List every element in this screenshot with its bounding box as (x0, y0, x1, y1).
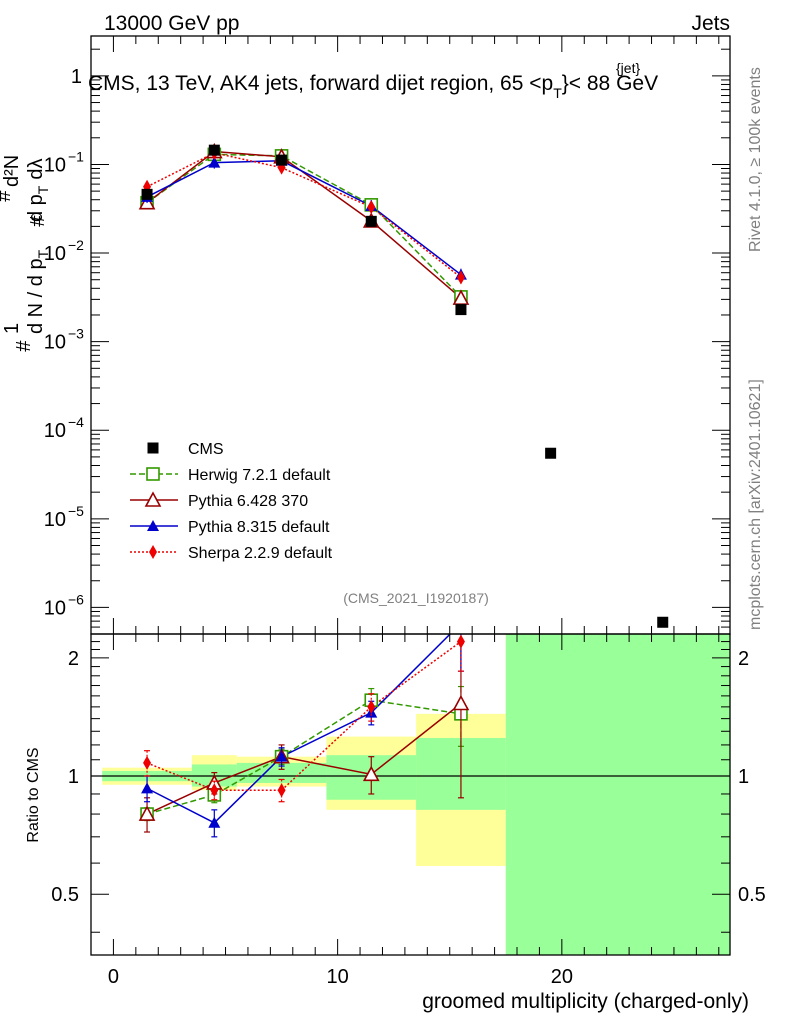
band-green-5 (505, 634, 730, 955)
legend-label-cms: CMS (188, 441, 224, 458)
upper-y-tick-label-0: 10 (44, 597, 66, 619)
x-tick-label-1: 10 (327, 966, 349, 988)
legend-marker-1 (144, 491, 162, 507)
ratio-point-2-1 (208, 816, 221, 828)
ratio-point-2-0 (141, 782, 154, 794)
ratio-point-3-4 (456, 634, 465, 649)
analysis-id-label: (CMS_2021_I1920187) (343, 590, 489, 606)
x-tick-label-0: 0 (108, 966, 119, 988)
lower-frame (90, 633, 731, 956)
upper-y-tick-label-5: 10 (44, 154, 66, 176)
upper-y-tick-label-2: 10 (44, 420, 66, 442)
ratio-point-1-0 (138, 805, 156, 821)
y-axis-label-upper: # 1 d N / d pT # d²N d pTdλ # (0, 155, 51, 352)
legend-marker-2 (147, 520, 159, 531)
upper-y-tick-exp-4: −2 (68, 237, 84, 253)
chart-title-superscript: {jet} (616, 60, 640, 76)
x-tick-label-2: 20 (551, 966, 573, 988)
uncertainty-bands (91, 634, 730, 955)
x-axis-label: groomed multiplicity (charged-only) (422, 990, 749, 1013)
ylabel-one: 1 (1, 323, 23, 334)
ratio-point-1-4 (452, 694, 470, 711)
upper-y-tick-label-6: 1 (71, 66, 82, 88)
mcplots-reference-label: mcplots.cern.ch [arXiv:2401.10621] (747, 379, 764, 630)
ratio-panel-series (138, 634, 470, 838)
cms-point-5 (545, 447, 557, 459)
ratio-point-3-2 (277, 783, 286, 798)
upper-y-tick-exp-0: −6 (68, 591, 84, 607)
cms-point-3 (365, 215, 377, 227)
upper-point-2-1 (208, 156, 221, 168)
ratio-point-1-3 (362, 765, 380, 782)
ylabel-hash-num: # (0, 190, 15, 202)
ylabel-den: d pTdλ (25, 159, 51, 223)
lower-y-tick-label-left-1: 1 (68, 766, 79, 788)
ylabel-hash: # (13, 340, 35, 352)
lower-y-tick-label-right-2: 2 (738, 648, 749, 670)
upper-point-3-4 (456, 270, 465, 285)
cms-point-6 (657, 616, 669, 628)
legend-label-1: Pythia 6.428 370 (188, 493, 308, 510)
ratio-line-3 (146, 640, 462, 791)
upper-y-tick-exp-5: −1 (68, 148, 84, 164)
upper-line-0 (146, 153, 462, 298)
legend-label-3: Sherpa 2.2.9 default (188, 545, 333, 562)
lower-y-tick-label-right-0: 0.5 (738, 884, 766, 906)
cms-point-4 (455, 304, 467, 316)
lower-y-tick-label-left-2: 2 (68, 648, 79, 670)
legend-label-0: Herwig 7.2.1 default (188, 467, 331, 484)
legend-marker-0 (146, 467, 160, 481)
upper-point-3-3 (367, 200, 376, 215)
legend-marker-3 (149, 545, 157, 559)
rivet-version-label: Rivet 4.1.0, ≥ 100k events (747, 67, 764, 252)
upper-y-tick-label-1: 10 (44, 509, 66, 531)
cms-point-1 (208, 144, 220, 156)
cms-point-0 (141, 188, 153, 200)
upper-y-tick-label-3: 10 (44, 332, 66, 354)
lower-y-tick-label-right-1: 1 (738, 766, 749, 788)
lower-y-tick-label-left-0: 0.5 (51, 884, 79, 906)
ylabel-hash-den: # (27, 215, 49, 227)
y-axis-label-lower: Ratio to CMS (25, 747, 42, 842)
header-right: Jets (691, 12, 730, 35)
ylabel-d2n: d²N (1, 155, 23, 187)
upper-y-tick-label-4: 10 (44, 243, 66, 265)
ratio-point-3-0 (143, 755, 152, 770)
ratio-point-2-2 (275, 750, 288, 762)
cms-point-2 (276, 154, 288, 166)
legend-marker-cms (147, 442, 159, 454)
upper-y-tick-exp-2: −4 (68, 414, 84, 430)
legend: CMS Herwig 7.2.1 default Pythia 6.428 370 P… (130, 441, 333, 562)
upper-y-tick-exp-1: −5 (68, 503, 84, 519)
upper-panel-series (138, 142, 669, 628)
upper-y-tick-exp-3: −3 (68, 326, 84, 342)
chart-title: CMS, 13 TeV, AK4 jets, forward dijet reg… (88, 72, 658, 101)
ratio-point-3-1 (210, 783, 219, 798)
legend-label-2: Pythia 8.315 default (188, 519, 330, 536)
ratio-point-3-3 (367, 699, 376, 714)
upper-frame (90, 35, 731, 635)
header-left: 13000 GeV pp (104, 12, 239, 35)
ylabel-dn-dpt: d N / d pT (25, 249, 51, 334)
